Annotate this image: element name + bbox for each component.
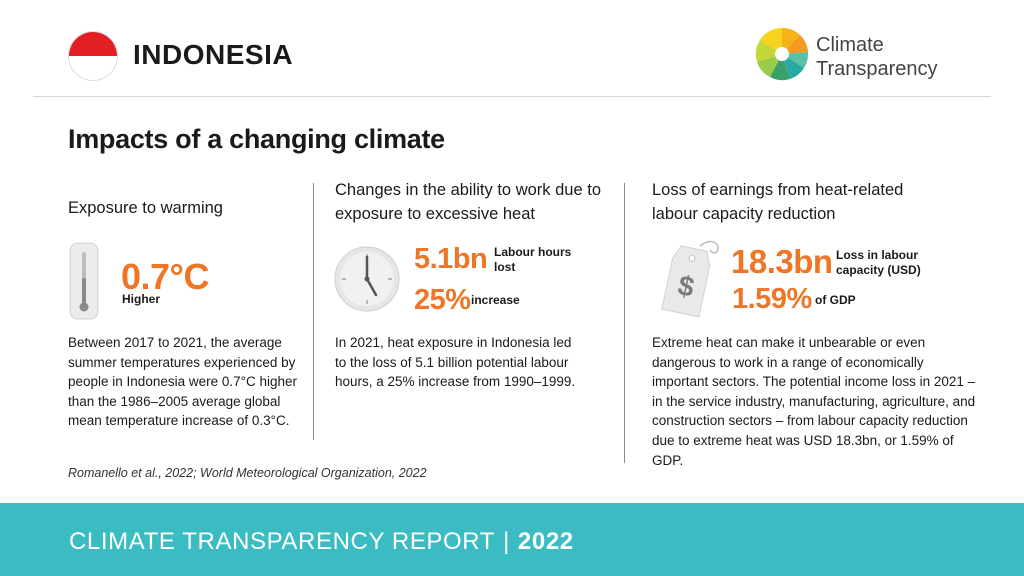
footer-banner: CLIMATE TRANSPARENCY REPORT | 2022 xyxy=(0,503,1024,576)
footer-separator: | xyxy=(503,528,510,555)
column-divider-1 xyxy=(313,183,314,440)
column-3-heading: Loss of earnings from heat-related labou… xyxy=(652,181,904,223)
footer-text: CLIMATE TRANSPARENCY REPORT | 2022 xyxy=(69,528,574,556)
header-divider xyxy=(33,96,991,97)
temperature-label: Higher xyxy=(122,292,161,306)
indonesia-flag-icon xyxy=(68,31,118,81)
price-tag-icon: $ xyxy=(661,240,719,318)
section-title: Impacts of a changing climate xyxy=(68,124,445,154)
column-divider-2 xyxy=(624,183,625,463)
gdp-share-value: 1.59% xyxy=(732,283,812,315)
gdp-share-label: of GDP xyxy=(815,293,856,307)
labour-hours-label: Labour hours lost xyxy=(494,245,572,274)
column-1-heading: Exposure to warming xyxy=(68,199,223,217)
earnings-loss-value: 18.3bn xyxy=(731,243,833,280)
column-1-text: Between 2017 to 2021, the average summer… xyxy=(68,335,298,429)
thermometer-icon xyxy=(69,242,99,320)
logo-line-2: Transparency xyxy=(816,58,938,80)
footer-title: CLIMATE TRANSPARENCY REPORT xyxy=(69,528,496,555)
climate-transparency-logo-icon xyxy=(755,27,809,81)
clock-icon xyxy=(334,246,400,312)
column-2-text: In 2021, heat exposure in Indonesia led … xyxy=(335,335,576,390)
svg-text:$: $ xyxy=(675,269,697,303)
logo-line-1: Climate xyxy=(816,34,884,56)
country-title: INDONESIA xyxy=(133,39,294,70)
increase-value: 25% xyxy=(414,284,471,316)
column-3-text: Extreme heat can make it unbearable or e… xyxy=(652,335,976,468)
earnings-loss-label: Loss in labour capacity (USD) xyxy=(836,248,921,277)
column-2-heading: Changes in the ability to work due to ex… xyxy=(335,181,601,223)
increase-label: increase xyxy=(471,293,520,307)
footer-year: 2022 xyxy=(517,528,574,555)
temperature-value: 0.7°C xyxy=(121,256,209,297)
source-citation: Romanello et al., 2022; World Meteorolog… xyxy=(68,466,427,480)
labour-hours-value: 5.1bn xyxy=(414,243,488,275)
logo-wordmark: Climate Transparency xyxy=(816,33,938,81)
